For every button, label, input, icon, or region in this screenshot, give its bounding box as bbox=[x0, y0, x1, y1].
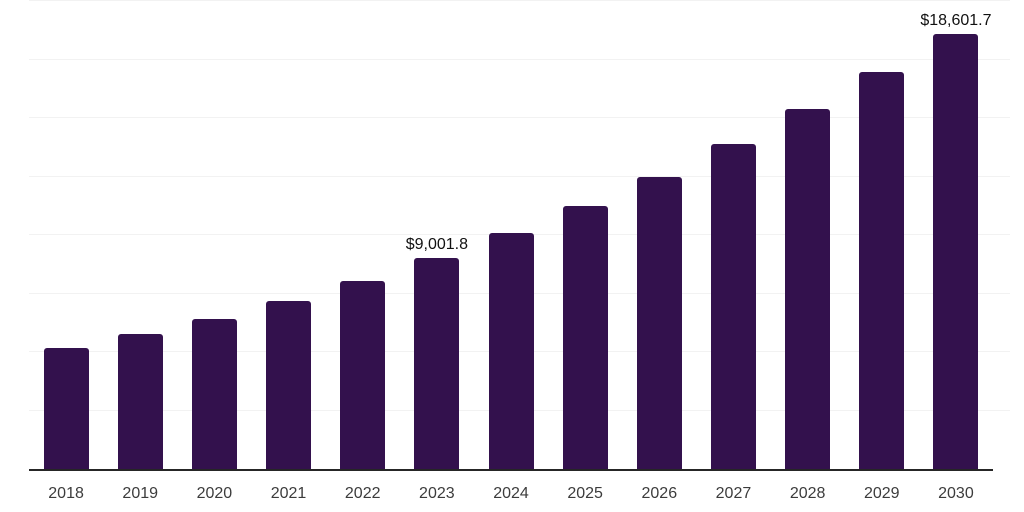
bar-value-label-2023: $9,001.8 bbox=[405, 236, 468, 254]
bar-2028 bbox=[785, 108, 831, 469]
x-tick-label-2024: 2024 bbox=[493, 485, 529, 502]
x-tick-label-2027: 2027 bbox=[715, 485, 752, 502]
bar-2025 bbox=[562, 206, 608, 469]
x-tick-label-2028: 2028 bbox=[789, 485, 826, 502]
bar-2021 bbox=[266, 301, 312, 469]
bar-2027 bbox=[710, 143, 756, 469]
bar-2030 bbox=[933, 33, 979, 469]
bar-2024 bbox=[488, 233, 534, 469]
bar-2018 bbox=[43, 348, 89, 469]
gridline bbox=[29, 58, 1010, 60]
bar-2023 bbox=[414, 258, 460, 469]
bar-value-label-2030: $18,601.7 bbox=[920, 11, 992, 29]
gridline bbox=[29, 0, 1010, 1]
x-tick-label-2019: 2019 bbox=[122, 485, 159, 502]
x-tick-label-2029: 2029 bbox=[863, 485, 900, 502]
x-tick-label-2026: 2026 bbox=[641, 485, 678, 502]
bar-2019 bbox=[117, 334, 163, 469]
gridline bbox=[29, 117, 1010, 118]
bar-2022 bbox=[340, 281, 386, 469]
x-tick-label-2030: 2030 bbox=[938, 485, 974, 502]
bar-2026 bbox=[636, 176, 682, 469]
x-tick-label-2020: 2020 bbox=[196, 485, 233, 502]
bar-2020 bbox=[191, 319, 237, 469]
bar-2029 bbox=[859, 71, 905, 469]
x-tick-label-2018: 2018 bbox=[48, 485, 84, 502]
x-tick-label-2021: 2021 bbox=[270, 485, 307, 502]
x-tick-label-2022: 2022 bbox=[344, 485, 381, 502]
x-tick-label-2023: 2023 bbox=[419, 485, 455, 502]
x-tick-label-2025: 2025 bbox=[567, 485, 603, 502]
x-axis-line bbox=[29, 469, 993, 471]
gridline bbox=[29, 175, 1010, 177]
